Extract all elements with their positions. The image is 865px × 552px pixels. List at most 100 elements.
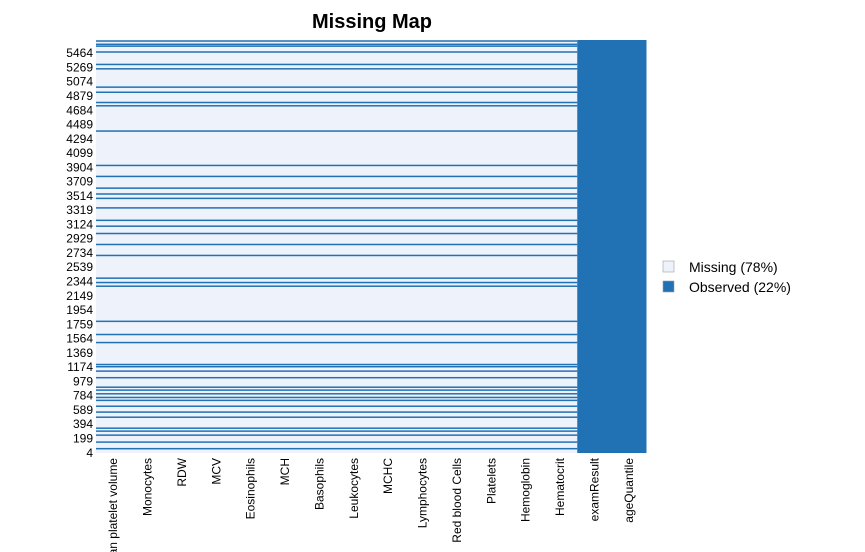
observed-row-3 <box>96 430 578 432</box>
x-tick-label: Hematocrit <box>553 457 567 516</box>
y-tick-label: 3124 <box>66 217 93 231</box>
observed-row-18 <box>96 333 578 336</box>
column-cells-eosinophils <box>233 40 269 453</box>
column-cells-examresult <box>577 40 613 453</box>
observed-row-6 <box>96 411 578 413</box>
observed-row-32 <box>96 175 578 178</box>
observed-row-36 <box>96 101 578 104</box>
y-tick-label: 394 <box>73 417 93 431</box>
column-cells-monocytes <box>130 40 166 453</box>
y-tick-label: 3709 <box>66 175 93 189</box>
observed-row-44 <box>96 40 578 42</box>
y-tick-label: 2344 <box>66 275 93 289</box>
column-cells-mean-platelet-volume <box>96 40 131 453</box>
x-tick-label: MCV <box>209 458 223 485</box>
y-tick-label: 2929 <box>66 232 93 246</box>
column-cells-mcv <box>199 40 234 453</box>
legend-label: Missing (78%) <box>689 259 778 275</box>
observed-row-26 <box>96 225 578 227</box>
y-tick-label: 4099 <box>66 146 93 160</box>
y-tick-label: 4 <box>86 446 93 460</box>
observed-row-41 <box>96 51 578 53</box>
legend-swatch <box>662 260 675 273</box>
y-tick-label: 1174 <box>67 360 93 374</box>
y-tick-label: 589 <box>73 403 93 417</box>
y-tick-label: 4684 <box>66 103 93 117</box>
observed-row-12 <box>96 386 578 388</box>
observed-row-38 <box>96 86 578 88</box>
observed-row-40 <box>96 63 578 66</box>
observed-row-14 <box>96 370 578 372</box>
observed-row-13 <box>96 376 578 379</box>
observed-row-39 <box>96 68 578 70</box>
y-tick-label: 2149 <box>66 289 93 303</box>
observed-row-30 <box>96 193 578 195</box>
observed-row-2 <box>96 434 578 436</box>
column-cells-leukocytes <box>336 40 372 453</box>
y-tick-label: 979 <box>73 374 93 388</box>
y-tick-label: 1564 <box>66 332 93 346</box>
column-cells-hematocrit <box>542 40 578 453</box>
observed-row-27 <box>96 219 578 222</box>
y-tick-label: 3904 <box>66 160 93 174</box>
x-axis-ticks: Mean platelet volume Monocytes RDW MCV Eosin… <box>106 457 636 552</box>
observed-row-29 <box>96 197 578 200</box>
observed-row-1 <box>96 441 578 443</box>
x-tick-label: Leukocytes <box>347 458 361 519</box>
observed-row-31 <box>96 187 578 189</box>
observed-row-15 <box>96 365 578 368</box>
x-tick-label: Monocytes <box>141 458 155 516</box>
x-tick-label: Mean platelet volume <box>106 458 120 552</box>
observed-row-23 <box>96 254 578 257</box>
observed-row-22 <box>96 277 578 279</box>
legend: Missing (78%) Observed (22%) <box>662 259 791 295</box>
x-tick-label: Lymphocytes <box>416 458 430 528</box>
observed-row-8 <box>96 399 578 402</box>
x-tick-label: MCHC <box>381 458 395 494</box>
column-cells-agequantile <box>611 40 647 453</box>
x-tick-label: Platelets <box>484 458 498 504</box>
y-tick-label: 3514 <box>66 189 93 203</box>
column-cells-lymphocytes <box>405 40 441 453</box>
column-cells-rdw <box>164 40 200 453</box>
x-tick-label: RDW <box>175 457 189 486</box>
observed-row-24 <box>96 243 578 246</box>
observed-row-37 <box>96 91 578 94</box>
column-cells-basophils <box>302 40 338 453</box>
x-tick-label: Hemoglobin <box>519 458 533 522</box>
y-tick-label: 5074 <box>66 75 93 89</box>
y-tick-label: 5464 <box>66 46 93 60</box>
observed-row-28 <box>96 207 578 209</box>
observed-row-0 <box>96 447 578 450</box>
x-tick-label: examResult <box>587 457 601 521</box>
y-tick-label: 1954 <box>66 303 93 317</box>
y-tick-label: 4489 <box>66 118 93 132</box>
column-cells-platelets <box>474 40 509 453</box>
observed-row-16 <box>96 363 578 366</box>
observed-row-5 <box>96 416 578 418</box>
y-tick-label: 784 <box>73 389 93 403</box>
plot-area <box>96 40 647 453</box>
legend-label: Observed (22%) <box>689 279 791 295</box>
observed-row-33 <box>96 164 578 167</box>
x-tick-label: Basophils <box>312 458 326 510</box>
observed-row-4 <box>96 427 578 429</box>
observed-row-19 <box>96 320 578 323</box>
observed-row-34 <box>96 130 578 132</box>
column-cells-hemoglobin <box>508 40 544 453</box>
y-tick-label: 1369 <box>66 346 93 360</box>
chart-title: Missing Map <box>312 11 432 33</box>
y-tick-label: 199 <box>73 432 93 446</box>
x-tick-label: MCH <box>278 458 292 485</box>
y-tick-label: 1759 <box>66 317 93 331</box>
observed-row-11 <box>96 389 578 391</box>
observed-row-7 <box>96 405 578 407</box>
observed-row-43 <box>96 43 578 46</box>
column-cells-mchc <box>371 40 406 453</box>
x-tick-label: Red blood Cells <box>450 458 464 543</box>
observed-row-17 <box>96 341 578 344</box>
x-tick-label: ageQuantile <box>622 458 636 523</box>
observed-row-10 <box>96 393 578 395</box>
y-tick-label: 4879 <box>66 89 93 103</box>
observed-row-42 <box>96 45 578 47</box>
